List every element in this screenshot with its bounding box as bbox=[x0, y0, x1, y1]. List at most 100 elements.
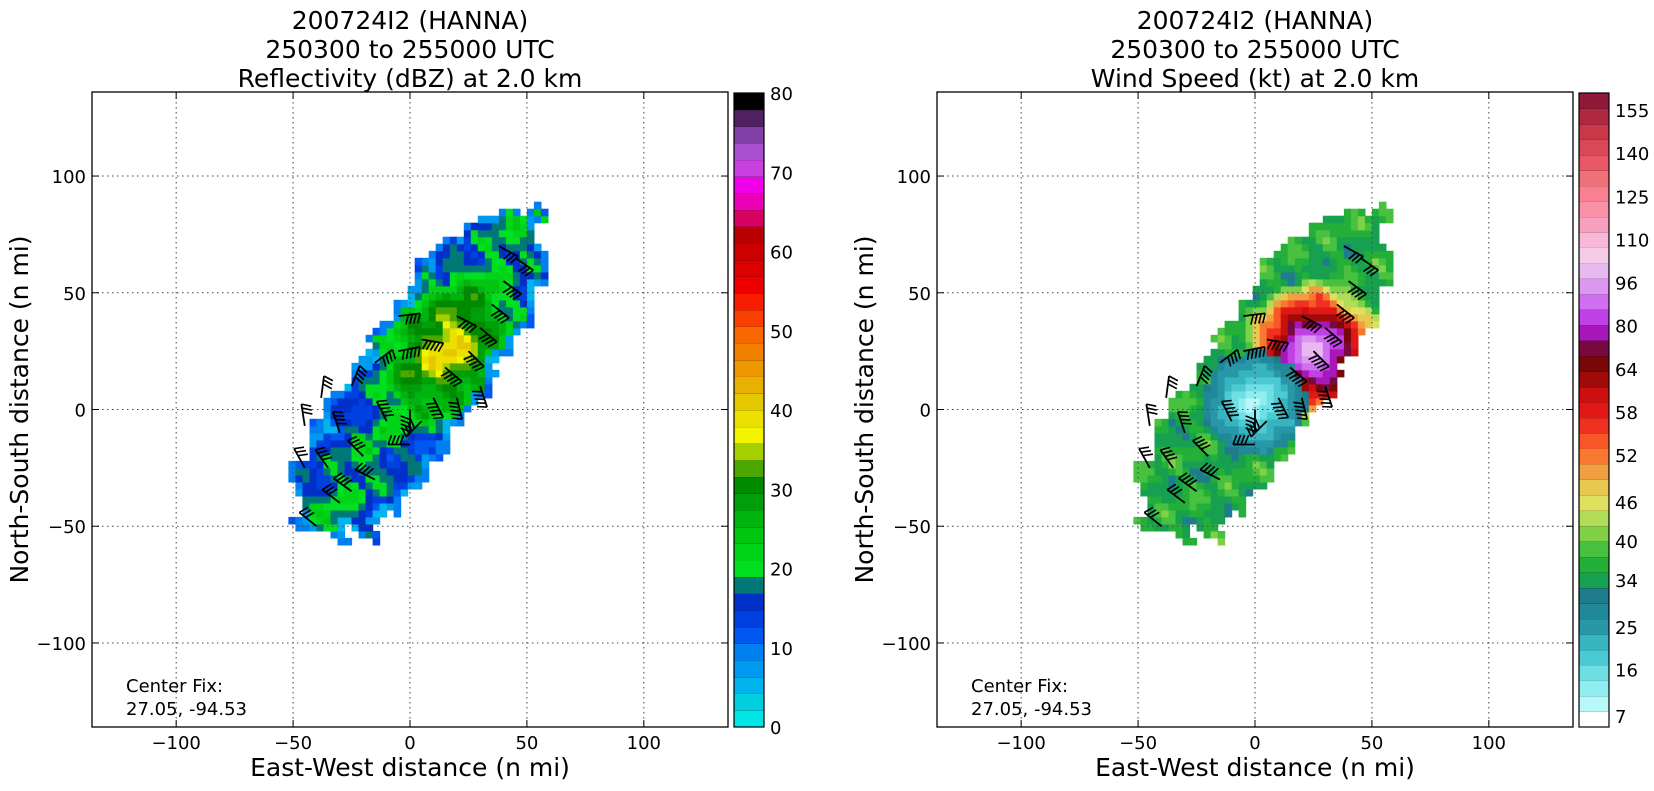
colorbar-swatch bbox=[734, 343, 764, 360]
y-tick-label: −50 bbox=[48, 517, 86, 538]
y-tick-label: −50 bbox=[893, 517, 931, 538]
y-tick-label: 0 bbox=[920, 401, 931, 422]
colorbar-tick-label: 7 bbox=[1615, 707, 1626, 728]
colorbar bbox=[734, 93, 764, 727]
colorbar-swatch bbox=[734, 277, 764, 294]
colorbar-swatch bbox=[1579, 712, 1609, 728]
colorbar-swatch bbox=[734, 327, 764, 344]
colorbar-swatch bbox=[1579, 464, 1609, 480]
colorbar-swatch bbox=[734, 427, 764, 444]
colorbar-tick-label: 25 bbox=[1615, 618, 1638, 639]
x-tick-label: 50 bbox=[1360, 733, 1383, 754]
colorbar-swatch bbox=[1579, 309, 1609, 325]
colorbar-swatch bbox=[734, 143, 764, 160]
colorbar-tick-label: 34 bbox=[1615, 571, 1638, 592]
colorbar-swatch bbox=[734, 176, 764, 193]
colorbar-swatch bbox=[734, 126, 764, 143]
colorbar-swatch bbox=[734, 193, 764, 210]
y-axis-label: North-South distance (n mi) bbox=[5, 235, 34, 583]
colorbar-tick-label: 110 bbox=[1615, 230, 1649, 251]
colorbar-swatch bbox=[1579, 526, 1609, 542]
x-tick-label: −50 bbox=[1119, 733, 1157, 754]
x-axis-label: East-West distance (n mi) bbox=[250, 753, 570, 782]
colorbar-tick-label: 20 bbox=[770, 560, 793, 581]
colorbar-swatch bbox=[734, 477, 764, 494]
colorbar-tick-label: 64 bbox=[1615, 360, 1638, 381]
colorbar-swatch bbox=[1579, 155, 1609, 171]
x-tick-label: 50 bbox=[515, 733, 538, 754]
colorbar-tick-label: 140 bbox=[1615, 144, 1649, 165]
colorbar-swatch bbox=[734, 160, 764, 177]
colorbar-swatch bbox=[734, 360, 764, 377]
colorbar-swatch bbox=[734, 660, 764, 677]
colorbar-swatch bbox=[1579, 650, 1609, 666]
colorbar-swatch bbox=[1579, 108, 1609, 124]
colorbar-swatch bbox=[734, 493, 764, 510]
colorbar-tick-label: 125 bbox=[1615, 187, 1649, 208]
colorbar-swatch bbox=[1579, 588, 1609, 604]
colorbar-swatch bbox=[734, 93, 764, 110]
colorbar-swatch bbox=[1579, 356, 1609, 372]
colorbar-swatch bbox=[734, 393, 764, 410]
colorbar-tick-label: 40 bbox=[770, 401, 793, 422]
colorbar-swatch bbox=[1579, 217, 1609, 233]
colorbar-tick-label: 80 bbox=[770, 84, 793, 105]
colorbar-swatch bbox=[1579, 325, 1609, 341]
colorbar-tick-label: 70 bbox=[770, 163, 793, 184]
colorbar-swatch bbox=[1579, 248, 1609, 264]
colorbar-swatch bbox=[1579, 541, 1609, 557]
colorbar-swatch bbox=[1579, 186, 1609, 202]
y-tick-label: 100 bbox=[52, 167, 86, 188]
colorbar-swatch bbox=[734, 410, 764, 427]
colorbar-swatch bbox=[734, 560, 764, 577]
colorbar-swatch bbox=[734, 627, 764, 644]
x-tick-label: −50 bbox=[274, 733, 312, 754]
chart-title-line: 200724I2 (HANNA) bbox=[292, 6, 529, 35]
colorbar-tick-label: 30 bbox=[770, 480, 793, 501]
y-tick-label: −100 bbox=[37, 634, 86, 655]
colorbar-swatch bbox=[734, 210, 764, 227]
colorbar-swatch bbox=[734, 594, 764, 611]
colorbar-swatch bbox=[1579, 495, 1609, 511]
center-fix-annotation: Center Fix: bbox=[971, 676, 1068, 697]
colorbar-swatch bbox=[1579, 603, 1609, 619]
colorbar-swatch bbox=[1579, 665, 1609, 681]
colorbar-swatch bbox=[734, 543, 764, 560]
colorbar-swatch bbox=[1579, 294, 1609, 310]
colorbar-swatch bbox=[734, 577, 764, 594]
colorbar-swatch bbox=[1579, 279, 1609, 295]
colorbar-swatch bbox=[1579, 480, 1609, 496]
colorbar-swatch bbox=[1579, 572, 1609, 588]
y-tick-label: −100 bbox=[882, 634, 931, 655]
colorbar-tick-label: 10 bbox=[770, 639, 793, 660]
colorbar-swatch bbox=[1579, 402, 1609, 418]
colorbar-swatch bbox=[734, 510, 764, 527]
colorbar-swatch bbox=[1579, 371, 1609, 387]
colorbar-swatch bbox=[1579, 619, 1609, 635]
colorbar-tick-label: 46 bbox=[1615, 493, 1638, 514]
colorbar-tick-label: 96 bbox=[1615, 274, 1638, 295]
x-tick-label: 0 bbox=[404, 733, 415, 754]
x-tick-label: 100 bbox=[627, 733, 661, 754]
reflectivity-chart: 200724I2 (HANNA)250300 to 255000 UTCRefl… bbox=[0, 0, 827, 787]
center-fix-annotation: 27.05, -94.53 bbox=[126, 699, 247, 720]
colorbar-swatch bbox=[734, 610, 764, 627]
chart-title-line: Reflectivity (dBZ) at 2.0 km bbox=[238, 64, 583, 93]
colorbar-swatch bbox=[734, 110, 764, 127]
colorbar-swatch bbox=[734, 644, 764, 661]
colorbar-swatch bbox=[1579, 340, 1609, 356]
colorbar-swatch bbox=[1579, 201, 1609, 217]
center-fix-annotation: 27.05, -94.53 bbox=[971, 699, 1092, 720]
x-tick-label: 0 bbox=[1249, 733, 1260, 754]
x-tick-label: 100 bbox=[1472, 733, 1506, 754]
colorbar-swatch bbox=[1579, 232, 1609, 248]
colorbar-swatch bbox=[1579, 387, 1609, 403]
chart-title-line: 200724I2 (HANNA) bbox=[1137, 6, 1374, 35]
colorbar-swatch bbox=[734, 377, 764, 394]
y-tick-label: 50 bbox=[908, 284, 931, 305]
y-axis-label: North-South distance (n mi) bbox=[850, 235, 879, 583]
colorbar-swatch bbox=[1579, 511, 1609, 527]
colorbar-tick-label: 58 bbox=[1615, 403, 1638, 424]
